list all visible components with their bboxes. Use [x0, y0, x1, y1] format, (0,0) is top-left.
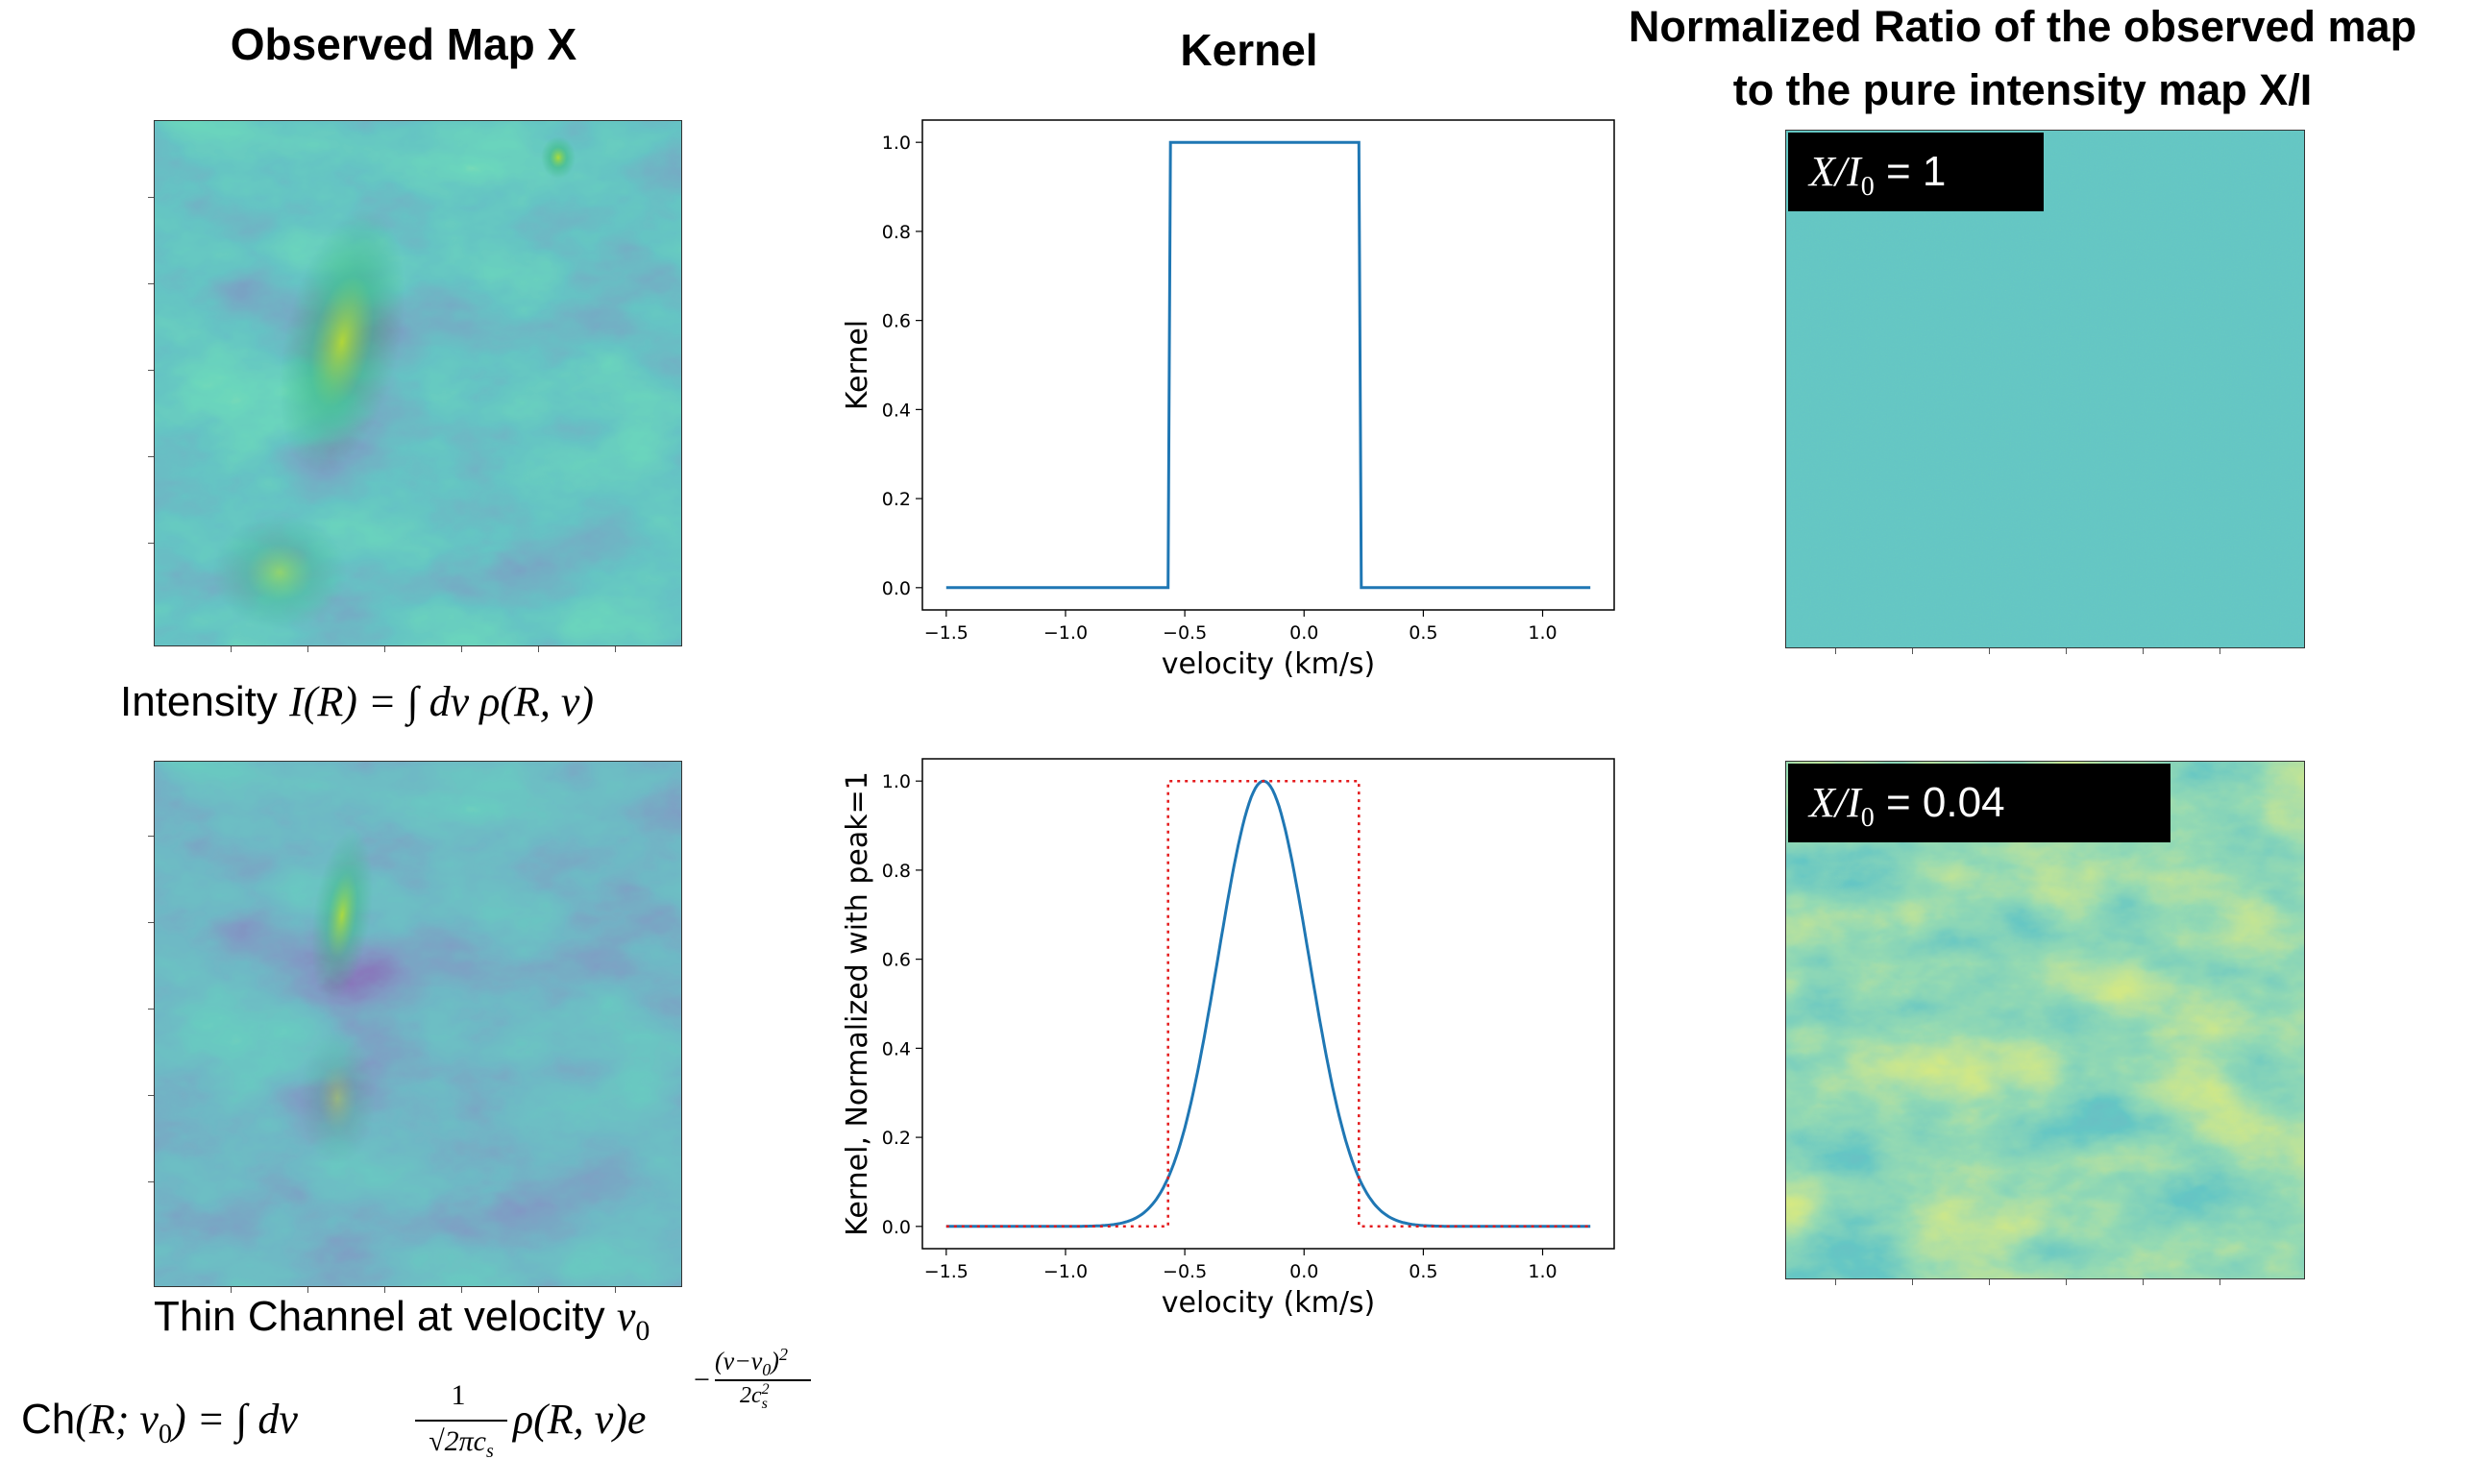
kernel-box-ytick-label: 0.4 — [882, 400, 911, 421]
ratio-map-thick-image — [1786, 131, 2304, 647]
ratio-map-thick — [1785, 130, 2305, 648]
thin-channel-caption-prefix: Thin Channel at velocity — [154, 1293, 617, 1340]
ratio-label-thick-sub: 0 — [1860, 171, 1875, 202]
ratio-map-thin — [1785, 761, 2305, 1279]
ratio-label-thin-math: X/I — [1809, 779, 1861, 826]
kernel-box-xtick-label: 0.0 — [1289, 622, 1318, 644]
intensity-caption: Intensity I(R) = ∫ dv ρ(R, v) — [120, 677, 594, 726]
kernel-gaussian-xtick-label: 1.0 — [1528, 1261, 1557, 1282]
kernel-box-axes-frame — [921, 119, 1615, 611]
formula-fraction-bar — [415, 1420, 507, 1422]
thin-channel-map — [154, 761, 682, 1287]
kernel-box-ytick-label: 0.8 — [882, 222, 911, 243]
ratio-label-thick-value: = 1 — [1874, 148, 1947, 195]
thin-channel-caption: Thin Channel at velocity v0 — [154, 1292, 650, 1348]
exponent-numerator: (v−v0)2 — [715, 1345, 788, 1379]
kernel-box-series-box-kernel — [945, 140, 1591, 590]
kernel-gaussian-xlabel: velocity (km/s) — [1162, 1286, 1376, 1320]
kernel-box-ylabel: Kernel — [841, 320, 874, 410]
exponent-minus: − — [694, 1364, 710, 1396]
kernel-gaussian-ytick-label: 0.0 — [882, 1217, 911, 1238]
kernel-gaussian-series-box-kernel — [945, 779, 1591, 1229]
ratio-map-thin-image — [1786, 762, 2304, 1278]
exponent-fraction-bar — [715, 1379, 811, 1381]
ratio-title: Normalized Ratio of the observed map to … — [1576, 0, 2469, 123]
kernel-gaussian-ytick-label: 1.0 — [882, 771, 911, 792]
intensity-caption-prefix: Intensity — [120, 678, 290, 725]
kernel-gaussian-xtick-label: −0.5 — [1163, 1261, 1207, 1282]
kernel-box-ytick-label: 0.0 — [882, 578, 911, 599]
kernel-gaussian-ytick-label: 0.6 — [882, 950, 911, 971]
ratio-title-line1: Normalized Ratio of the observed map — [1628, 2, 2417, 51]
intensity-map — [154, 120, 682, 646]
kernel-box-ytick-label: 0.2 — [882, 489, 911, 510]
intensity-map-image — [155, 121, 681, 645]
formula-fraction-denominator: √2πcs — [429, 1425, 494, 1462]
velocity-subscript: 0 — [635, 1314, 650, 1347]
ratio-title-line2: to the pure intensity map X/I — [1732, 65, 2313, 114]
observed-map-title: Observed Map X — [230, 19, 577, 69]
kernel-box-xtick-label: 0.5 — [1409, 622, 1437, 644]
kernel-box-xtick-label: −0.5 — [1163, 622, 1207, 644]
ratio-label-thin-value: = 0.04 — [1874, 779, 2005, 826]
formula-body: ρ(R, v)e — [513, 1396, 647, 1443]
kernel-gaussian-axes-frame — [921, 758, 1615, 1250]
kernel-box-xtick-label: −1.5 — [924, 622, 969, 644]
kernel-gaussian-ytick-label: 0.2 — [882, 1128, 911, 1149]
ratio-label-thin: X/I0 = 0.04 — [1788, 764, 2170, 842]
channel-formula-lhs: Ch(R; v0) = ∫ dv — [21, 1396, 298, 1449]
kernel-gaussian-ytick-label: 0.8 — [882, 861, 911, 882]
kernel-gaussian-series-gaussian-kernel — [945, 779, 1591, 1229]
ratio-label-thick-math: X/I — [1809, 148, 1861, 195]
kernel-box-xtick-label: 1.0 — [1528, 622, 1557, 644]
thin-channel-map-image — [155, 762, 681, 1286]
kernel-box-plot: −1.5 −1.0 −0.5 0.0 0.5 1.0 0.0 0.2 0.4 0.6 0.8 1.0 v… — [841, 119, 1615, 681]
velocity-symbol: v — [616, 1293, 636, 1340]
ratio-label-thick: X/I0 = 1 — [1788, 133, 2044, 211]
kernel-box-ytick-label: 1.0 — [882, 133, 911, 154]
kernel-box-xtick-label: −1.0 — [1043, 622, 1088, 644]
kernel-gaussian-ytick-label: 0.4 — [882, 1038, 911, 1059]
kernel-box-xlabel: velocity (km/s) — [1162, 647, 1376, 681]
kernel-gaussian-xtick-label: 0.5 — [1409, 1261, 1437, 1282]
kernel-gaussian-plot: −1.5 −1.0 −0.5 0.0 0.5 1.0 0.0 0.2 0.4 0.6 0.8 1.0 v… — [841, 758, 1615, 1320]
formula-fraction-numerator: 1 — [451, 1379, 466, 1411]
kernel-gaussian-ylabel: Kernel, Normalized with peak=1 — [841, 771, 874, 1236]
kernel-gaussian-xtick-label: −1.5 — [924, 1261, 969, 1282]
exponent-denominator: 2c2s — [740, 1381, 770, 1412]
ratio-label-thin-sub: 0 — [1860, 802, 1875, 833]
kernel-box-ytick-label: 0.6 — [882, 311, 911, 332]
kernel-gaussian-xtick-label: 0.0 — [1289, 1261, 1318, 1282]
intensity-formula: I(R) = ∫ dv ρ(R, v) — [289, 678, 595, 725]
kernel-title: Kernel — [1180, 25, 1318, 75]
kernel-gaussian-xtick-label: −1.0 — [1043, 1261, 1088, 1282]
channel-formula: Ch(R; v0) = ∫ dv 1 √2πcs ρ(R, v)e − (v−v… — [21, 1345, 867, 1479]
